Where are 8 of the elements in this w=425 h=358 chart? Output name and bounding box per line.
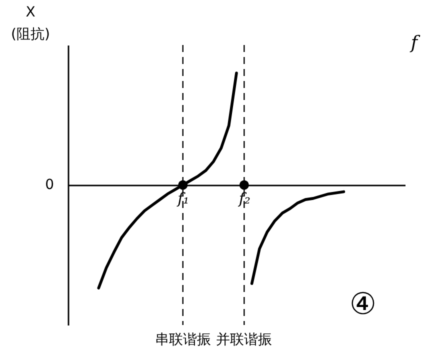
y-axis-title: X (阻抗) bbox=[11, 4, 50, 42]
x-tick-label: f₂ bbox=[238, 190, 250, 208]
x-axis-title: f bbox=[408, 32, 421, 54]
annotation: ④ bbox=[350, 287, 376, 322]
x-tick-label: f₁ bbox=[176, 190, 190, 208]
ref-line-label: 串联谐振 bbox=[154, 332, 211, 348]
text: 0 bbox=[45, 177, 54, 193]
ref-line-label: 并联谐振 bbox=[216, 332, 272, 348]
